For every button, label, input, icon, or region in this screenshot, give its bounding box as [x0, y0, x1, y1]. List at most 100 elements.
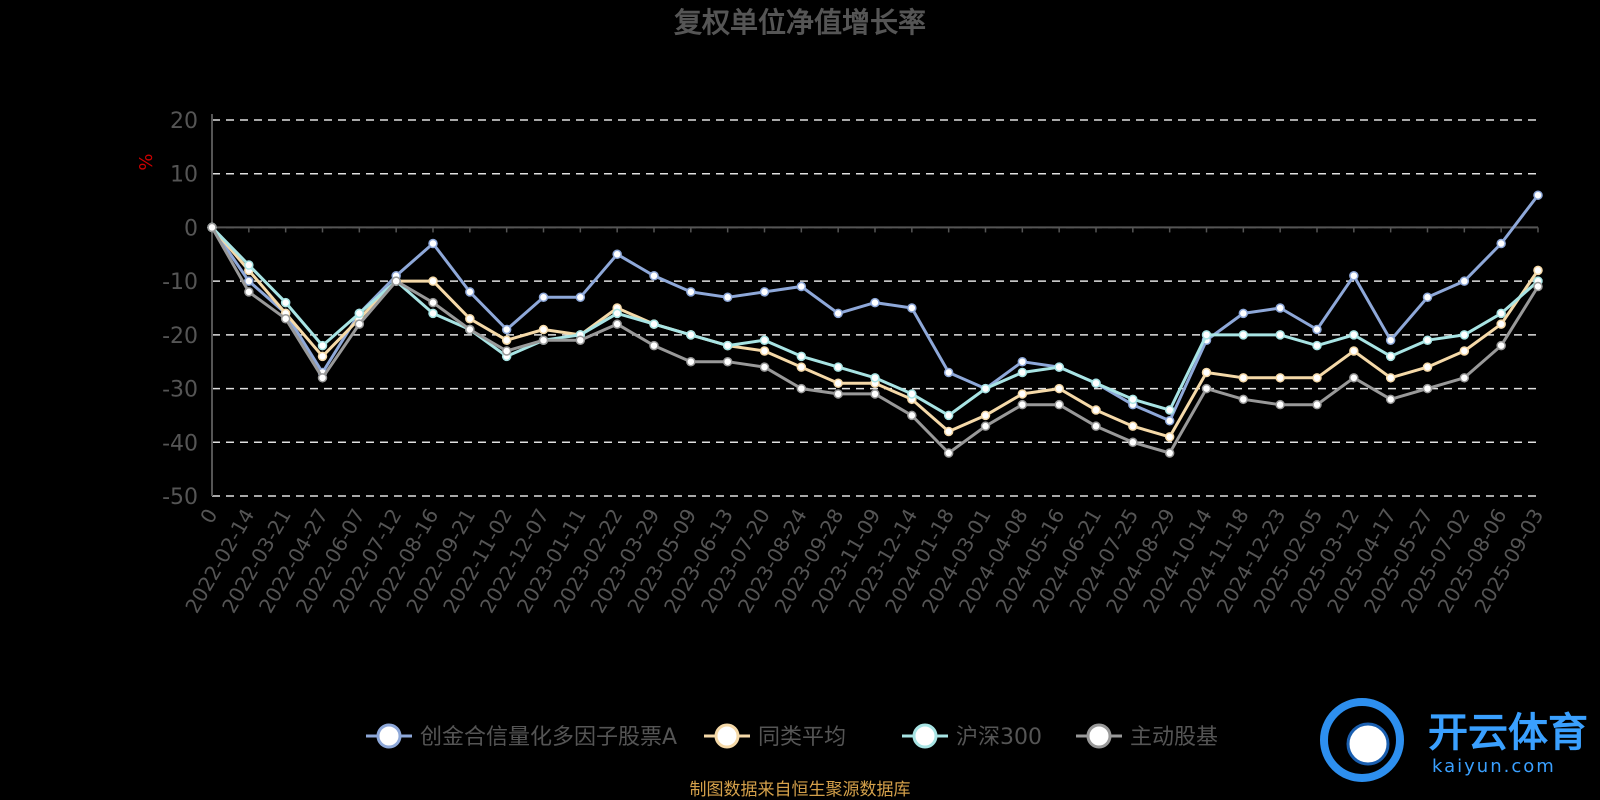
data-point [538, 292, 549, 303]
data-point [907, 303, 917, 313]
data-point [1017, 399, 1028, 410]
series-line [210, 226, 1540, 439]
data-point [612, 249, 622, 260]
data-point [980, 383, 991, 394]
legend-item[interactable]: 同类平均 [704, 723, 846, 750]
y-tick-label: -10 [162, 270, 198, 295]
data-point [391, 276, 401, 286]
data-point [1312, 399, 1322, 410]
data-point [465, 287, 475, 297]
data-point [354, 308, 365, 319]
data-point [686, 356, 696, 367]
data-point [943, 448, 954, 458]
data-point [870, 389, 880, 399]
data-point [1385, 335, 1396, 345]
data-point [722, 356, 733, 367]
data-point [1275, 330, 1285, 340]
data-point [796, 281, 807, 292]
data-point [1459, 373, 1470, 383]
legend-label: 主动股基 [1130, 725, 1218, 750]
logo: 开云体育 kaiyun.com [1320, 698, 1588, 782]
data-point [943, 410, 954, 421]
data-point [759, 346, 770, 356]
data-point [1275, 399, 1285, 410]
data-point [575, 335, 586, 345]
data-point [575, 292, 586, 303]
legend-item[interactable]: 创金合信量化多因子股票A [366, 723, 677, 750]
source-note: 制图数据来自恒生聚源数据库 [690, 780, 911, 800]
data-point [1459, 330, 1470, 340]
data-point [612, 319, 622, 329]
y-tick-label: 0 [184, 216, 198, 241]
data-point [1312, 340, 1322, 351]
data-point [870, 297, 880, 308]
y-tick-label: -50 [162, 485, 198, 510]
data-point [244, 287, 254, 297]
y-tick-label: -40 [162, 431, 198, 456]
data-point [1275, 373, 1285, 383]
data-point [1128, 421, 1138, 431]
data-point [796, 383, 807, 394]
data-point [833, 362, 843, 372]
data-point [1054, 399, 1064, 410]
data-point [1533, 190, 1543, 200]
logo-ball-icon [1346, 722, 1390, 766]
data-point [280, 297, 291, 308]
legend-item[interactable]: 沪深300 [902, 723, 1042, 750]
data-point [686, 287, 696, 297]
data-point [1091, 378, 1101, 388]
data-point [1164, 448, 1175, 458]
data-point [1164, 432, 1175, 442]
data-point [1128, 394, 1138, 405]
data-point [280, 313, 291, 324]
data-point [1201, 330, 1212, 340]
data-point [317, 373, 328, 383]
data-point [317, 351, 328, 362]
y-tick-label: -20 [162, 324, 198, 349]
y-axis-label: % [136, 153, 157, 170]
y-tick-label: -30 [162, 378, 198, 403]
data-point [649, 340, 659, 351]
data-point [1385, 394, 1396, 405]
data-point [870, 373, 880, 383]
series [207, 222, 1543, 458]
data-point [1349, 271, 1359, 281]
data-point [1496, 340, 1506, 351]
data-point [1349, 346, 1359, 356]
data-point [796, 351, 807, 362]
data-point [1238, 330, 1249, 340]
data-point [759, 335, 770, 345]
data-point [722, 292, 733, 303]
data-point [796, 362, 807, 372]
data-point [1349, 330, 1359, 340]
data-point [980, 421, 991, 431]
data-point [1238, 373, 1249, 383]
data-point [833, 389, 843, 399]
legend-label: 沪深300 [956, 725, 1042, 750]
data-point [317, 340, 328, 351]
legend[interactable]: 创金合信量化多因子股票A 同类平均 沪深300 主动股基 [366, 723, 1218, 750]
data-point [1054, 383, 1064, 394]
data-point [1533, 281, 1543, 292]
data-point [1459, 346, 1470, 356]
data-point [1385, 351, 1396, 362]
legend-item[interactable]: 主动股基 [1076, 723, 1218, 750]
data-point [1054, 362, 1064, 372]
data-point [722, 340, 733, 351]
data-point [428, 297, 438, 308]
data-point [538, 335, 549, 345]
data-point [1201, 383, 1212, 394]
data-point [686, 330, 696, 340]
data-point [1164, 405, 1175, 415]
data-point [207, 222, 217, 233]
data-point [1275, 303, 1285, 313]
data-point [1201, 367, 1212, 378]
legend-marker [912, 723, 938, 749]
data-point [501, 324, 512, 335]
x-tick-label: 0 [195, 505, 222, 528]
data-point [501, 346, 512, 356]
data-point [759, 287, 770, 297]
data-point [1312, 373, 1322, 383]
data-point [1312, 324, 1322, 335]
data-point [428, 238, 438, 249]
